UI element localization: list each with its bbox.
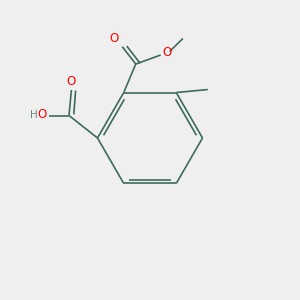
Text: O: O (109, 32, 119, 45)
Text: O: O (66, 75, 75, 88)
Text: H: H (30, 110, 38, 120)
Text: O: O (163, 46, 172, 59)
Text: O: O (38, 108, 46, 121)
